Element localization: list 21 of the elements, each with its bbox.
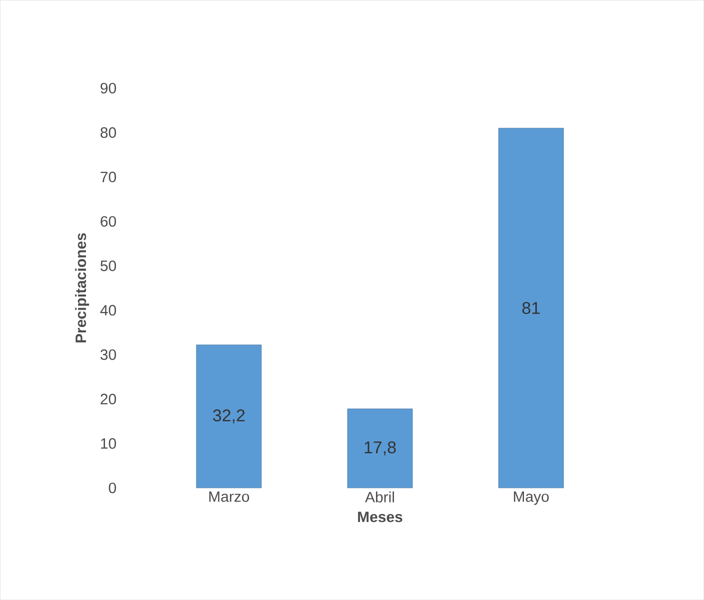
y-tick-label: 60 (100, 216, 116, 227)
y-tick-label: 70 (100, 172, 116, 182)
y-tick-label: 40 (100, 304, 116, 316)
y-tick-label: 80 (100, 127, 116, 138)
y-tick-label: 50 (100, 260, 116, 272)
y-tick-label: 10 (101, 438, 116, 449)
data-label: 32,2 (213, 409, 245, 424)
y-tick-label: 0 (108, 482, 116, 494)
y-tick-label: 30 (100, 349, 116, 360)
bar (196, 344, 262, 488)
y-tick-label: 20 (100, 394, 116, 404)
bar (347, 408, 413, 488)
y-tick-label: 90 (100, 82, 116, 94)
x-tick-label: Marzo (209, 491, 250, 502)
x-axis-title: Meses (358, 512, 402, 522)
y-axis-title: Precipitaciones (75, 233, 90, 342)
x-tick-label: Mayo (514, 491, 549, 505)
data-label: 81 (522, 302, 540, 314)
x-tick-label: Abril (365, 491, 394, 502)
data-label: 17,8 (364, 441, 396, 456)
bar (498, 128, 564, 488)
